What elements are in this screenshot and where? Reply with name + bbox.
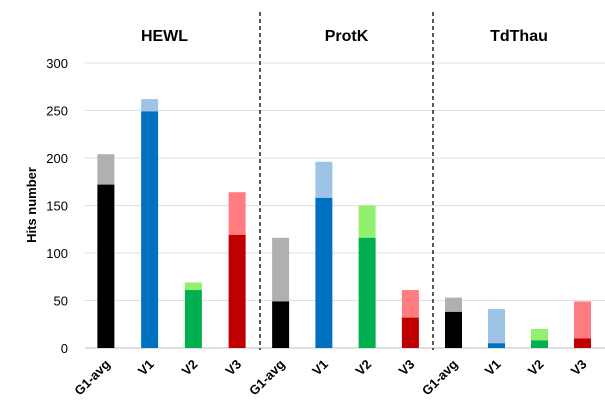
bar-lower-segment (228, 234, 246, 348)
bar-lower-segment (401, 317, 419, 348)
y-tick-label: 50 (54, 294, 68, 309)
group-separators (259, 12, 434, 350)
bar-upper-segment (315, 161, 333, 198)
bar-upper-segment (445, 297, 462, 312)
bar-lower-segment (531, 340, 548, 348)
bar-lower-segment (184, 290, 202, 348)
bar-upper-segment (574, 301, 591, 339)
x-tick-labels: G1-avg V1 V2 V3 G1-avg V1 V2 V3 G1-avg V1 V2 V3 (71, 356, 589, 398)
bar-lower-segment (445, 311, 462, 348)
x-tick-label: G1-avg (246, 356, 288, 398)
y-tick-label: 150 (46, 199, 68, 214)
x-tick-label: V3 (568, 357, 590, 379)
group-titles: HEWL ProtK TdThau (141, 28, 548, 45)
bars (97, 99, 591, 348)
x-tick-label: G1-avg (419, 356, 461, 398)
y-tick-labels: 0 50 100 150 200 250 300 (46, 56, 68, 356)
x-tick-label: V2 (352, 357, 374, 379)
grid (85, 62, 605, 349)
y-tick-label: 100 (46, 246, 68, 261)
group-title: HEWL (141, 28, 188, 45)
bar-lower-segment (97, 184, 115, 348)
bar-upper-segment (272, 237, 290, 302)
bar-lower-segment (272, 301, 290, 348)
bar-upper-segment (141, 99, 159, 112)
bar-lower-segment (141, 111, 159, 348)
x-tick-label: V2 (179, 357, 201, 379)
x-tick-label: V3 (222, 357, 244, 379)
x-tick-label: G1-avg (71, 356, 113, 398)
x-tick-label: V1 (309, 357, 331, 379)
bar-lower-segment (488, 343, 505, 348)
bar-upper-segment (401, 290, 419, 318)
bar-lower-segment (574, 338, 591, 348)
y-tick-label: 250 (46, 104, 68, 119)
bar-upper-segment (531, 329, 548, 341)
x-tick-label: V1 (135, 357, 157, 379)
bar-upper-segment (184, 282, 202, 291)
bar-lower-segment (358, 237, 376, 348)
x-tick-label: V1 (482, 357, 504, 379)
x-tick-label: V3 (396, 357, 418, 379)
y-tick-label: 0 (61, 341, 68, 356)
bar-upper-segment (358, 205, 376, 238)
bar-lower-segment (315, 197, 333, 348)
bar-upper-segment (97, 154, 115, 185)
y-tick-label: 300 (46, 56, 68, 71)
y-tick-label: 200 (46, 151, 68, 166)
x-tick-label: V2 (525, 357, 547, 379)
bar-upper-segment (488, 309, 505, 344)
y-axis-label: Hits number (24, 167, 39, 243)
bar-upper-segment (228, 192, 246, 235)
group-title: ProtK (325, 28, 369, 45)
group-title: TdThau (490, 28, 548, 45)
